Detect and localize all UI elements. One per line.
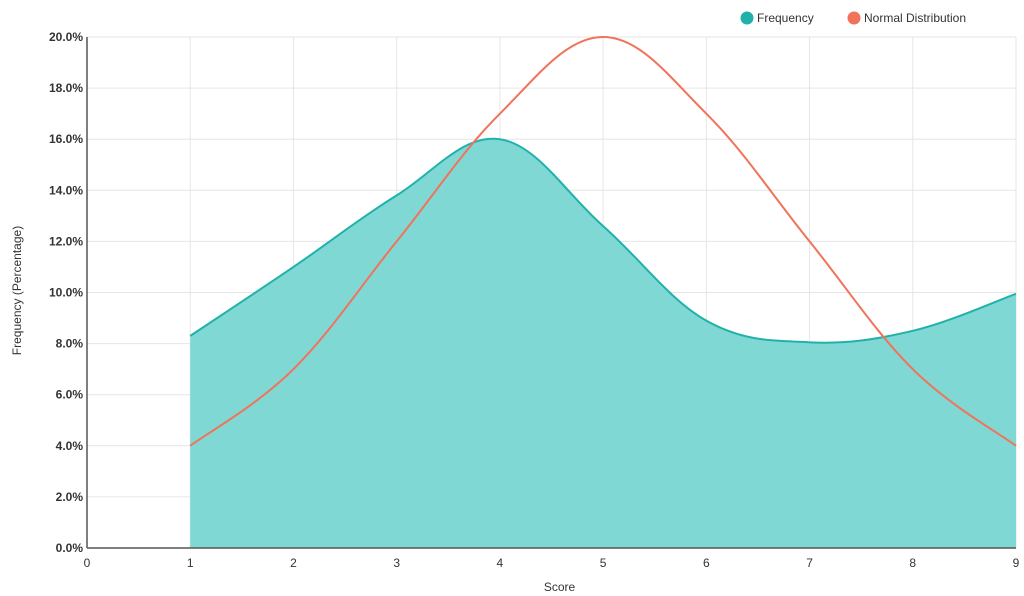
y-tick-label: 6.0%	[56, 388, 84, 402]
normal-distribution-point[interactable]	[1013, 443, 1019, 449]
frequency-point[interactable]	[807, 339, 813, 345]
frequency-point[interactable]	[1013, 291, 1019, 297]
frequency-point[interactable]	[290, 264, 296, 270]
legend: Frequency Normal Distribution	[740, 11, 966, 25]
y-tick-label: 18.0%	[49, 81, 83, 95]
x-tick-label: 3	[393, 556, 400, 570]
y-tick-label: 14.0%	[49, 183, 83, 197]
y-tick-label: 20.0%	[49, 30, 83, 44]
y-tick-label: 12.0%	[49, 234, 83, 248]
x-tick-label: 2	[290, 556, 297, 570]
x-tick-label: 6	[703, 556, 710, 570]
frequency-point[interactable]	[703, 318, 709, 324]
y-tick-label: 4.0%	[56, 439, 84, 453]
x-tick-labels: 0 1 2 3 4 5 6 7 8 9	[84, 556, 1020, 570]
normal-distribution-point[interactable]	[187, 443, 193, 449]
y-tick-label: 0.0%	[56, 541, 84, 555]
y-tick-label: 16.0%	[49, 132, 83, 146]
frequency-line	[189, 137, 1017, 344]
series-layer	[187, 34, 1019, 549]
y-tick-label: 10.0%	[49, 286, 83, 300]
normal-distribution-point[interactable]	[394, 238, 400, 244]
legend-normal-distribution-swatch[interactable]	[847, 11, 861, 25]
normal-distribution-point[interactable]	[703, 111, 709, 117]
normal-distribution-point[interactable]	[807, 238, 813, 244]
x-tick-label: 1	[187, 556, 194, 570]
legend-frequency-swatch[interactable]	[740, 11, 754, 25]
x-tick-label: 7	[806, 556, 813, 570]
frequency-point[interactable]	[910, 328, 916, 334]
y-tick-label: 8.0%	[56, 337, 84, 351]
frequency-point[interactable]	[187, 333, 193, 339]
normal-distribution-point[interactable]	[910, 366, 916, 372]
axes	[86, 37, 1016, 549]
legend-normal-distribution-label[interactable]: Normal Distribution	[864, 11, 966, 25]
frequency-point[interactable]	[394, 192, 400, 198]
normal-distribution-line	[189, 35, 1017, 447]
x-tick-label: 8	[909, 556, 916, 570]
x-tick-label: 5	[600, 556, 607, 570]
frequency-point[interactable]	[497, 136, 503, 142]
y-tick-labels: 0.0% 2.0% 4.0% 6.0% 8.0% 10.0% 12.0% 14.0% 16.0%…	[49, 30, 83, 555]
x-tick-label: 0	[84, 556, 91, 570]
y-tick-label: 2.0%	[56, 490, 84, 504]
x-tick-label: 9	[1013, 556, 1020, 570]
normal-distribution-point[interactable]	[290, 366, 296, 372]
frequency-point[interactable]	[600, 223, 606, 229]
normal-distribution-point[interactable]	[600, 34, 606, 40]
normal-distribution-point[interactable]	[497, 111, 503, 117]
y-axis-title: Frequency (Percentage)	[10, 226, 24, 355]
x-axis-title: Score	[544, 580, 576, 594]
x-tick-label: 4	[497, 556, 504, 570]
legend-frequency-label[interactable]: Frequency	[757, 11, 814, 25]
